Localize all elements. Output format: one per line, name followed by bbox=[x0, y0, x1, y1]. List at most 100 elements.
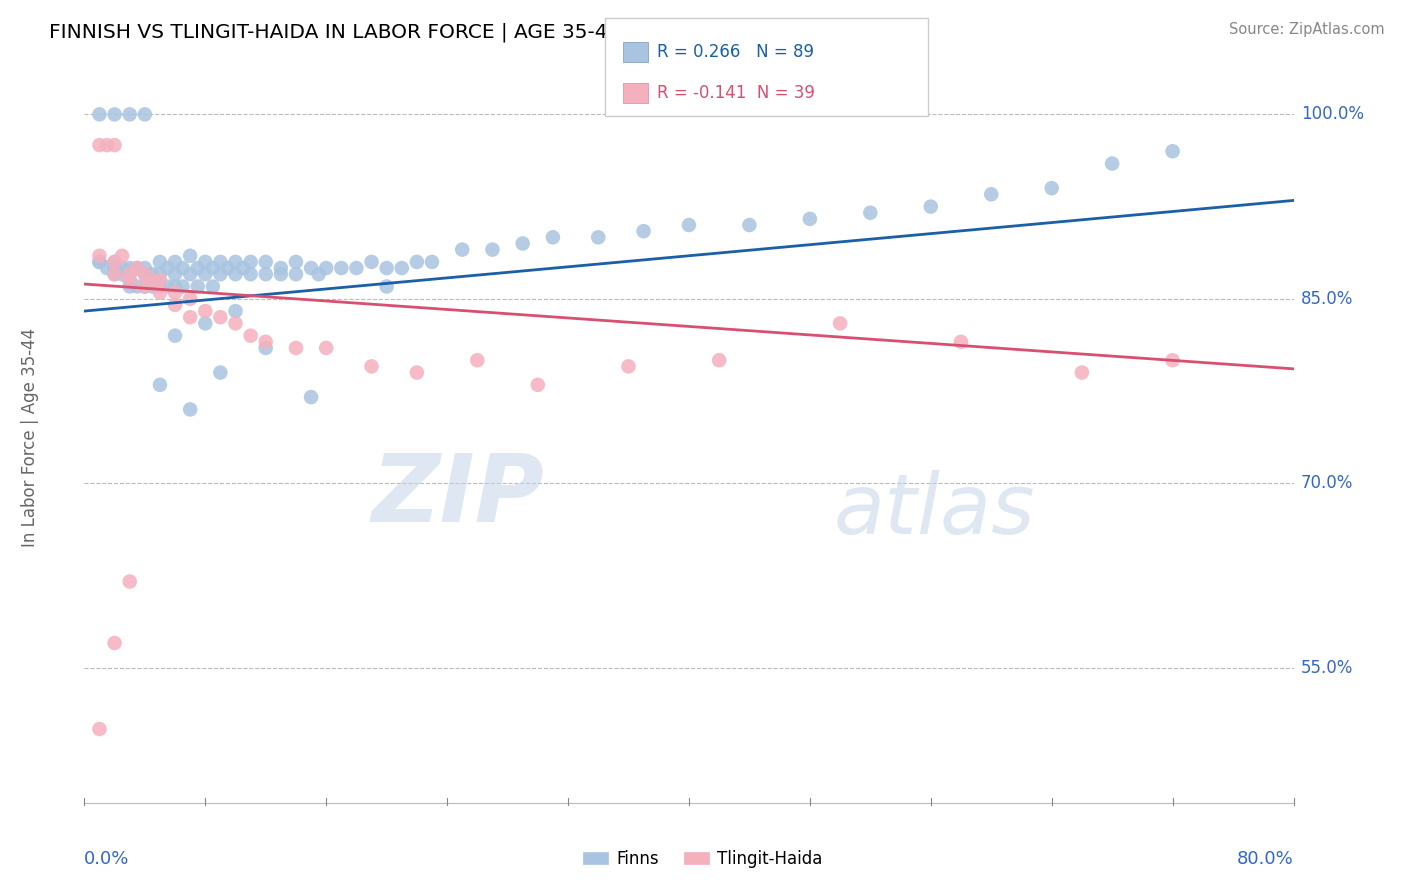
Legend: Finns, Tlingit-Haida: Finns, Tlingit-Haida bbox=[576, 844, 830, 875]
Point bbox=[360, 255, 382, 269]
Point bbox=[1161, 353, 1184, 368]
Point bbox=[209, 267, 232, 281]
Point bbox=[330, 261, 353, 276]
Point bbox=[420, 255, 443, 269]
Text: 100.0%: 100.0% bbox=[1301, 105, 1364, 123]
Point bbox=[299, 261, 322, 276]
Point bbox=[104, 261, 127, 276]
Point bbox=[512, 236, 534, 251]
Point bbox=[1040, 181, 1063, 195]
Point bbox=[194, 317, 217, 331]
Point bbox=[89, 138, 111, 153]
Point bbox=[194, 255, 217, 269]
Point bbox=[172, 261, 194, 276]
Point bbox=[194, 304, 217, 318]
Point bbox=[156, 261, 179, 276]
Point bbox=[134, 267, 156, 281]
Text: atlas: atlas bbox=[834, 470, 1036, 550]
Point bbox=[225, 304, 247, 318]
Point bbox=[1161, 145, 1184, 159]
Point bbox=[149, 377, 172, 392]
Point bbox=[118, 267, 141, 281]
Point bbox=[187, 261, 209, 276]
Point bbox=[149, 255, 172, 269]
Point bbox=[451, 243, 474, 257]
Text: 85.0%: 85.0% bbox=[1301, 290, 1354, 308]
Point bbox=[360, 359, 382, 374]
Point bbox=[89, 722, 111, 736]
Point bbox=[738, 218, 761, 232]
Point bbox=[141, 273, 163, 287]
Point bbox=[104, 107, 127, 121]
Point bbox=[111, 249, 134, 263]
Point bbox=[201, 261, 224, 276]
Point bbox=[149, 267, 172, 281]
Point bbox=[308, 267, 330, 281]
Point bbox=[239, 328, 262, 343]
Point bbox=[141, 267, 163, 281]
Point bbox=[315, 341, 337, 355]
Point bbox=[127, 261, 149, 276]
Point bbox=[165, 285, 187, 300]
Point bbox=[111, 267, 134, 281]
Point bbox=[1101, 156, 1123, 170]
Point bbox=[118, 261, 141, 276]
Point bbox=[527, 377, 550, 392]
Point bbox=[588, 230, 610, 244]
Point bbox=[346, 261, 368, 276]
Point bbox=[285, 255, 308, 269]
Point bbox=[89, 255, 111, 269]
Point bbox=[920, 200, 942, 214]
Point bbox=[209, 366, 232, 380]
Text: 0.0%: 0.0% bbox=[84, 849, 129, 868]
Text: ZIP: ZIP bbox=[371, 450, 544, 541]
Point bbox=[232, 261, 254, 276]
Text: Source: ZipAtlas.com: Source: ZipAtlas.com bbox=[1229, 22, 1385, 37]
Point bbox=[118, 273, 141, 287]
Point bbox=[118, 279, 141, 293]
Point bbox=[165, 298, 187, 312]
Point bbox=[165, 328, 187, 343]
Point bbox=[254, 334, 277, 349]
Point bbox=[209, 310, 232, 325]
Point bbox=[799, 211, 821, 226]
Point bbox=[104, 255, 127, 269]
Point bbox=[104, 636, 127, 650]
Point bbox=[194, 267, 217, 281]
Point bbox=[134, 261, 156, 276]
Point bbox=[225, 317, 247, 331]
Point bbox=[179, 267, 201, 281]
Point bbox=[285, 267, 308, 281]
Point bbox=[134, 279, 156, 293]
Point bbox=[270, 267, 292, 281]
Point bbox=[96, 138, 118, 153]
Point bbox=[950, 334, 973, 349]
Point bbox=[118, 273, 141, 287]
Point bbox=[127, 279, 149, 293]
Point bbox=[118, 107, 141, 121]
Point bbox=[104, 267, 127, 281]
Text: FINNISH VS TLINGIT-HAIDA IN LABOR FORCE | AGE 35-44 CORRELATION CHART: FINNISH VS TLINGIT-HAIDA IN LABOR FORCE … bbox=[49, 22, 845, 42]
Point bbox=[179, 249, 201, 263]
Point bbox=[118, 574, 141, 589]
Point bbox=[165, 279, 187, 293]
Point bbox=[179, 310, 201, 325]
Point bbox=[134, 279, 156, 293]
Point bbox=[209, 255, 232, 269]
Point bbox=[285, 341, 308, 355]
Point bbox=[467, 353, 489, 368]
Point bbox=[980, 187, 1002, 202]
Point bbox=[406, 366, 429, 380]
Point bbox=[239, 267, 262, 281]
Point bbox=[617, 359, 640, 374]
Point bbox=[187, 279, 209, 293]
Text: 80.0%: 80.0% bbox=[1237, 849, 1294, 868]
Point bbox=[254, 267, 277, 281]
Point bbox=[179, 402, 201, 417]
Point bbox=[172, 279, 194, 293]
Point bbox=[709, 353, 731, 368]
Point bbox=[270, 261, 292, 276]
Point bbox=[830, 317, 852, 331]
Point bbox=[104, 138, 127, 153]
Point bbox=[179, 292, 201, 306]
